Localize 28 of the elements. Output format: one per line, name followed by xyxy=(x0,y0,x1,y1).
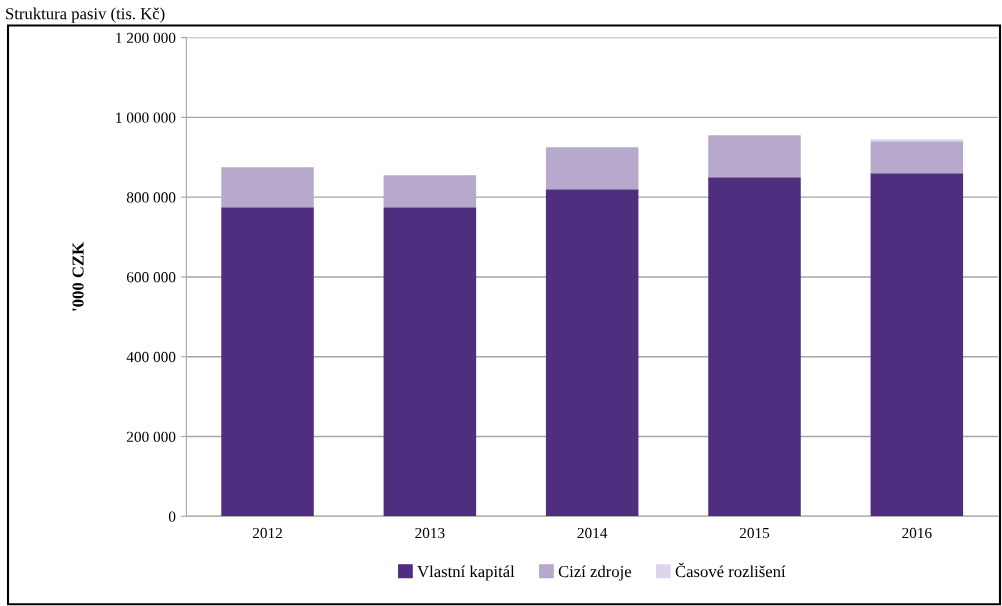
y-tick-label: 200 000 xyxy=(126,431,176,442)
y-axis-title: '000 CZK xyxy=(72,242,84,311)
x-tick-label: 2016 xyxy=(902,527,932,539)
bar xyxy=(870,173,964,517)
x-tick-label: 2013 xyxy=(415,527,445,539)
bar xyxy=(383,207,477,517)
bar xyxy=(545,147,639,190)
x-tick-label: 2015 xyxy=(739,527,770,539)
legend-label: Cizí zdroje xyxy=(558,565,632,581)
legend-label: Časové rozlišení xyxy=(675,562,786,578)
bar xyxy=(383,175,477,208)
y-tick-label: 800 000 xyxy=(126,192,176,203)
bar xyxy=(870,141,964,174)
y-tick-label: 1 000 000 xyxy=(116,112,176,123)
y-tick-label: 1 200 000 xyxy=(116,32,176,44)
x-tick-label: 2014 xyxy=(577,527,608,539)
bar xyxy=(545,189,639,517)
x-tick-label: 2012 xyxy=(252,527,282,539)
bar xyxy=(870,139,964,142)
bar xyxy=(708,177,801,517)
bar xyxy=(221,207,314,517)
legend-label: Vlastní kapitál xyxy=(417,565,515,581)
bar xyxy=(708,135,801,178)
y-tick-label: 400 000 xyxy=(126,351,176,363)
chart-title: Struktura pasiv (tis. Kč) xyxy=(6,7,165,23)
bar xyxy=(221,167,314,208)
y-tick-label: 600 000 xyxy=(126,272,176,283)
y-tick-label: 0 xyxy=(168,511,176,522)
